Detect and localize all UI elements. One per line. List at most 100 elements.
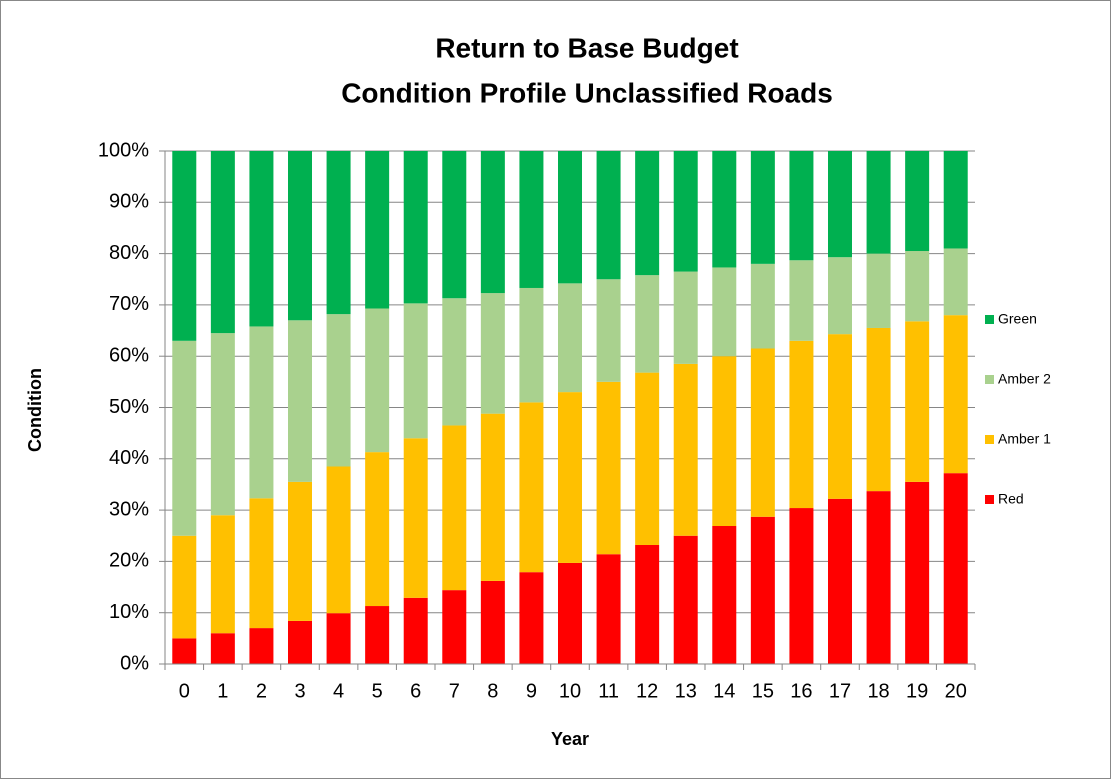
bar-segment bbox=[480, 413, 505, 581]
bar-segment bbox=[326, 466, 351, 614]
x-tick-label: 12 bbox=[636, 680, 658, 702]
bar-segment bbox=[635, 372, 660, 545]
bar-segment bbox=[673, 363, 698, 536]
bar-segment bbox=[596, 151, 621, 280]
x-tick-label: 15 bbox=[752, 680, 774, 702]
bar-segment bbox=[172, 535, 197, 639]
bar-segment bbox=[943, 473, 968, 664]
bar-segment bbox=[519, 402, 544, 573]
legend-label: Amber 2 bbox=[998, 371, 1051, 387]
x-tick-label: 13 bbox=[675, 680, 697, 702]
y-tick-label: 70% bbox=[109, 293, 149, 315]
x-tick-label: 1 bbox=[217, 680, 228, 702]
chart-title: Condition Profile Unclassified Roads bbox=[341, 77, 833, 108]
bar-segment bbox=[249, 498, 274, 629]
bar-segment bbox=[635, 544, 660, 664]
x-tick-label: 14 bbox=[713, 680, 735, 702]
bar-segment bbox=[519, 151, 544, 288]
bar-segment bbox=[866, 491, 891, 664]
y-tick-label: 50% bbox=[109, 396, 149, 418]
bar-segment bbox=[326, 613, 351, 664]
x-tick-label: 8 bbox=[487, 680, 498, 702]
bar-segment bbox=[905, 251, 930, 322]
bar-segment bbox=[172, 340, 197, 536]
bar-segment bbox=[673, 271, 698, 364]
bar-segment bbox=[172, 151, 197, 341]
bar-segment bbox=[480, 293, 505, 414]
bar-segment bbox=[480, 151, 505, 294]
legend-swatch bbox=[985, 315, 994, 324]
legend-swatch bbox=[985, 435, 994, 444]
bar-segment bbox=[442, 425, 467, 591]
legend-label: Amber 1 bbox=[998, 431, 1051, 447]
bar-segment bbox=[288, 320, 312, 482]
bar-segment bbox=[635, 151, 660, 276]
bar-segment bbox=[789, 151, 814, 261]
bar-segment bbox=[326, 151, 351, 315]
bar-segment bbox=[172, 638, 197, 664]
bar-segment bbox=[249, 151, 274, 327]
x-tick-label: 16 bbox=[790, 680, 812, 702]
y-tick-label: 40% bbox=[109, 447, 149, 469]
bar-segment bbox=[442, 151, 467, 299]
bar-segment bbox=[442, 590, 467, 664]
bar-segment bbox=[866, 151, 891, 254]
bar-segment bbox=[750, 151, 775, 264]
bar-segment bbox=[943, 315, 968, 474]
x-tick-label: 18 bbox=[867, 680, 889, 702]
x-tick-label: 10 bbox=[559, 680, 581, 702]
chart-title: Return to Base Budget bbox=[435, 32, 738, 63]
y-tick-label: 10% bbox=[109, 601, 149, 623]
bar-segment bbox=[712, 267, 737, 357]
bar-segment bbox=[210, 633, 235, 664]
x-tick-label: 4 bbox=[333, 680, 344, 702]
bar-segment bbox=[905, 321, 930, 482]
bar-segment bbox=[828, 498, 852, 664]
bar-segment bbox=[789, 508, 814, 664]
bar-segment bbox=[288, 151, 312, 321]
y-tick-label: 0% bbox=[120, 652, 149, 674]
bar-segment bbox=[943, 151, 968, 249]
legend-swatch bbox=[985, 375, 994, 384]
bar-segment bbox=[210, 151, 235, 334]
x-axis-title: Year bbox=[551, 729, 589, 749]
x-tick-label: 2 bbox=[256, 680, 267, 702]
bar-segment bbox=[519, 572, 544, 664]
bar-segment bbox=[712, 526, 737, 664]
bar-segment bbox=[365, 606, 390, 664]
bar-segment bbox=[558, 283, 582, 393]
x-tick-label: 17 bbox=[829, 680, 851, 702]
y-tick-label: 80% bbox=[109, 242, 149, 264]
bar-segment bbox=[558, 151, 582, 284]
bar-segment bbox=[403, 597, 428, 664]
y-tick-label: 60% bbox=[109, 344, 149, 366]
bar-segment bbox=[210, 515, 235, 634]
x-tick-label: 5 bbox=[372, 680, 383, 702]
x-tick-label: 20 bbox=[945, 680, 967, 702]
bar-segment bbox=[905, 481, 930, 664]
bar-segment bbox=[750, 348, 775, 517]
x-tick-label: 6 bbox=[410, 680, 421, 702]
bar-segment bbox=[365, 452, 390, 607]
bar-segment bbox=[403, 438, 428, 598]
bar-segment bbox=[673, 535, 698, 664]
bar-segment bbox=[558, 562, 582, 664]
x-tick-label: 0 bbox=[179, 680, 190, 702]
legend-swatch bbox=[985, 495, 994, 504]
x-tick-label: 19 bbox=[906, 680, 928, 702]
y-tick-label: 100% bbox=[98, 139, 149, 161]
bar-segment bbox=[365, 151, 390, 309]
bar-segment bbox=[558, 392, 582, 563]
bar-segment bbox=[750, 516, 775, 664]
bar-segment bbox=[403, 303, 428, 439]
x-tick-label: 11 bbox=[598, 680, 619, 702]
bar-segment bbox=[750, 263, 775, 349]
bar-segment bbox=[403, 151, 428, 304]
bar-segment bbox=[789, 260, 814, 341]
bar-segment bbox=[519, 287, 544, 403]
bar-segment bbox=[326, 314, 351, 467]
bar-segment bbox=[635, 275, 660, 373]
legend-label: Red bbox=[998, 491, 1024, 507]
bar-segment bbox=[365, 308, 390, 453]
